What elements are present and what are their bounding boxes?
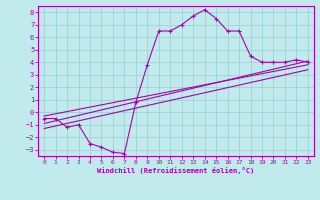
X-axis label: Windchill (Refroidissement éolien,°C): Windchill (Refroidissement éolien,°C) <box>97 167 255 174</box>
